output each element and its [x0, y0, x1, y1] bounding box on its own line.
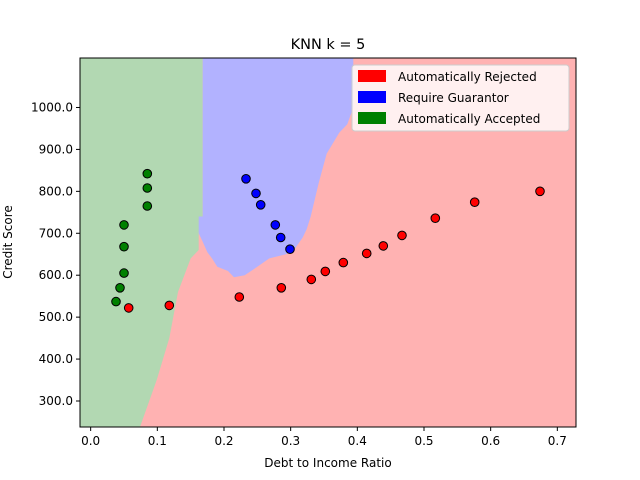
- y-tick-label: 700.0: [39, 226, 73, 240]
- point-automatically-rejected: [306, 274, 317, 285]
- point-automatically-rejected: [338, 257, 349, 268]
- point-automatically-accepted: [119, 268, 129, 278]
- point-require-guarantor: [251, 188, 261, 199]
- y-tick-label: 1000.0: [31, 100, 73, 114]
- data-points: [111, 168, 545, 313]
- point-require-guarantor: [270, 220, 281, 230]
- region-require-guarantor: [198, 58, 354, 278]
- point-automatically-accepted: [142, 183, 153, 193]
- y-tick-label: 600.0: [39, 268, 73, 282]
- legend-label-automatically-rejected: Automatically Rejected: [398, 70, 537, 84]
- y-axis: 300.0 400.0 500.0 600.0 700.0 800.0 900.0 1000.…: [31, 100, 80, 408]
- chart-title: KNN k = 5: [291, 37, 366, 53]
- point-automatically-accepted: [115, 283, 125, 293]
- point-require-guarantor: [241, 174, 251, 184]
- plot-frame: [79, 57, 577, 428]
- y-axis-label: Credit Score: [1, 205, 15, 279]
- point-automatically-rejected: [535, 186, 545, 197]
- x-tick-label: 0.0: [81, 434, 100, 448]
- point-automatically-rejected: [320, 266, 331, 277]
- point-automatically-rejected: [397, 230, 407, 241]
- legend-frame: [351, 64, 570, 132]
- x-tick-label: 0.5: [414, 434, 433, 448]
- point-automatically-accepted: [119, 241, 129, 252]
- point-require-guarantor: [285, 244, 295, 254]
- point-require-guarantor: [275, 232, 286, 243]
- y-tick-label: 400.0: [39, 352, 73, 366]
- y-tick-label: 800.0: [39, 184, 73, 198]
- point-automatically-rejected: [234, 292, 245, 302]
- y-tick-label: 500.0: [39, 310, 73, 324]
- point-automatically-accepted: [111, 296, 121, 307]
- point-automatically-accepted: [119, 220, 129, 230]
- point-automatically-accepted: [142, 168, 153, 179]
- point-automatically-rejected: [378, 241, 389, 251]
- point-automatically-rejected: [469, 197, 480, 207]
- y-tick-label: 300.0: [39, 394, 73, 408]
- x-axis: 0.0 0.1 0.2 0.3 0.4 0.5 0.6 0.7: [81, 427, 567, 448]
- x-tick-label: 0.3: [281, 434, 300, 448]
- decision-regions: [80, 58, 354, 427]
- x-axis-label: Debt to Income Ratio: [264, 456, 391, 470]
- legend: Automatically Rejected Require Guarantor…: [351, 64, 570, 132]
- point-automatically-rejected: [361, 248, 372, 259]
- region-automatically-accepted: [80, 58, 203, 427]
- legend-label-require-guarantor: Require Guarantor: [398, 91, 509, 105]
- point-automatically-rejected: [430, 213, 441, 223]
- point-automatically-rejected: [123, 303, 134, 313]
- y-tick-label: 900.0: [39, 142, 73, 156]
- point-automatically-accepted: [142, 201, 153, 211]
- legend-label-automatically-accepted: Automatically Accepted: [398, 112, 540, 126]
- point-automatically-rejected: [164, 300, 175, 311]
- point-require-guarantor: [255, 200, 266, 210]
- x-tick-label: 0.4: [348, 434, 367, 448]
- legend-swatch-automatically-rejected: [358, 70, 386, 82]
- point-automatically-rejected: [276, 283, 287, 293]
- legend-swatch-automatically-accepted: [358, 112, 386, 124]
- x-tick-label: 0.6: [481, 434, 500, 448]
- legend-swatch-require-guarantor: [358, 91, 386, 103]
- x-tick-label: 0.1: [148, 434, 167, 448]
- x-tick-label: 0.7: [548, 434, 567, 448]
- x-tick-label: 0.2: [214, 434, 233, 448]
